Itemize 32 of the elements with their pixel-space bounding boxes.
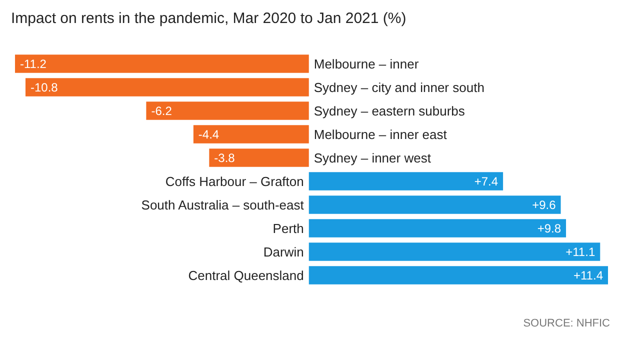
bar	[25, 78, 309, 96]
data-label: +7.4	[474, 174, 498, 188]
y-tick-label: South Australia – south-east	[141, 197, 304, 212]
bar	[308, 242, 600, 261]
data-label: +11.1	[566, 244, 596, 259]
source-note: SOURCE: NHFIC	[523, 318, 610, 330]
data-label: -10.8	[30, 80, 58, 94]
y-tick-label: Coffs Harbour – Grafton	[165, 174, 304, 189]
y-tick-label: Sydney – city and inner south	[314, 80, 484, 95]
y-tick-label: Melbourne – inner	[314, 56, 420, 72]
bar	[193, 125, 309, 144]
bar	[308, 219, 566, 238]
data-label: +11.4	[574, 268, 604, 282]
y-tick-label: Sydney – inner west	[314, 150, 432, 166]
y-tick-label: Perth	[272, 220, 304, 236]
y-tick-label: Central Queensland	[188, 268, 304, 283]
y-tick-label: Sydney – eastern suburbs	[314, 103, 466, 118]
data-label: -6.2	[151, 104, 172, 118]
data-label: +9.8	[537, 221, 562, 236]
data-label: -4.4	[198, 127, 220, 142]
data-label: -11.2	[20, 56, 47, 71]
data-label: -3.8	[214, 150, 236, 165]
bar	[15, 54, 309, 73]
bar	[308, 196, 561, 214]
y-tick-label: Darwin	[263, 244, 304, 260]
bar	[308, 172, 504, 190]
y-tick-label: Melbourne – inner east	[314, 126, 448, 142]
bar	[146, 102, 309, 120]
chart-title: Impact on rents in the pandemic, Mar 2020 to Jan 2021 (%)	[11, 10, 406, 27]
bar	[308, 266, 608, 284]
bar	[209, 148, 309, 167]
data-label: +9.6	[532, 198, 556, 212]
